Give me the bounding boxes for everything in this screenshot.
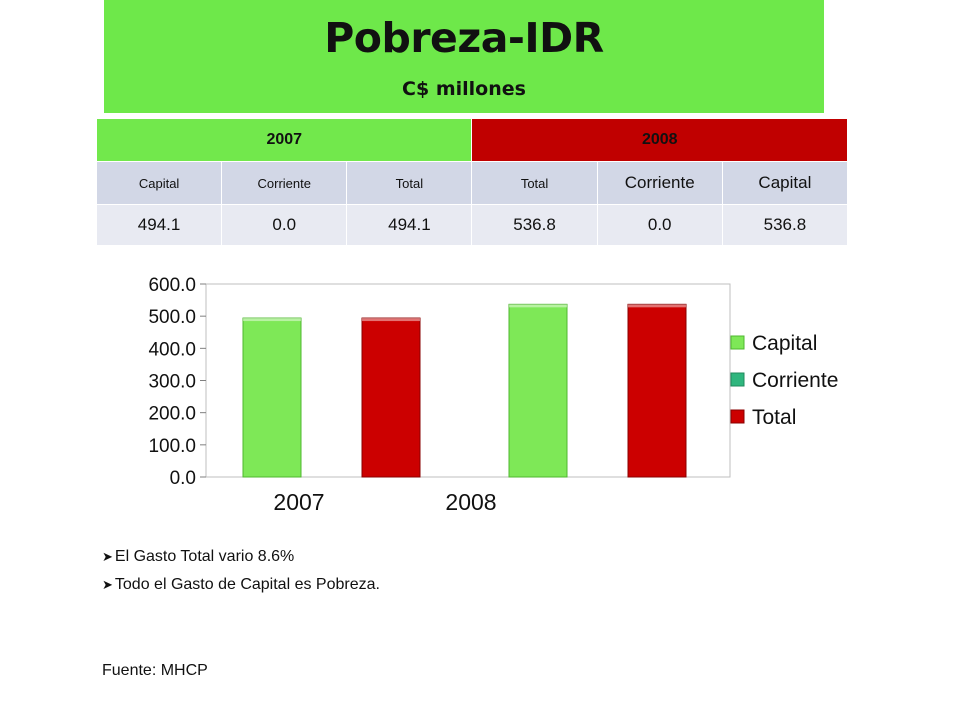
year-header-2007: 2007 (95, 118, 473, 162)
column-header: Total (346, 161, 473, 205)
bar-highlight (243, 318, 301, 322)
y-tick-label: 400.0 (148, 339, 196, 360)
legend-swatch-total (730, 409, 745, 424)
table-cell: 494.1 (346, 204, 473, 246)
y-tick-label: 100.0 (148, 436, 196, 457)
column-header: Corriente (221, 161, 348, 205)
data-table: 2007 2008 Capital Corriente Total Total … (95, 118, 849, 246)
bar-capital (242, 317, 302, 478)
bar-chart: 0.0 100.0 200.0 300.0 400.0 500.0 600.0 2007 200… (148, 275, 838, 515)
arrow-bullet-icon: ➤ (102, 577, 113, 592)
page-subtitle: C$ millones (402, 78, 526, 100)
x-tick-label: 2007 (273, 489, 324, 515)
year-header-2008: 2008 (471, 118, 848, 162)
y-tick-label: 500.0 (148, 307, 196, 328)
note-item: ➤ El Gasto Total vario 8.6% (102, 546, 380, 574)
bar-highlight (362, 318, 420, 322)
legend-swatch-corriente (730, 372, 745, 387)
column-header: Total (471, 161, 598, 205)
source-note: Fuente: MHCP (102, 662, 208, 679)
bar-highlight (509, 304, 567, 308)
table-cell: 536.8 (721, 204, 849, 246)
bar-capital (508, 303, 568, 478)
y-tick-label: 600.0 (148, 275, 196, 296)
bar-total (627, 303, 687, 478)
table-cell: 494.1 (95, 204, 223, 246)
legend-label: Capital (752, 332, 817, 355)
y-tick-label: 0.0 (170, 468, 196, 489)
arrow-bullet-icon: ➤ (102, 549, 113, 564)
y-tick-label: 200.0 (148, 404, 196, 425)
table-cell: 0.0 (221, 204, 348, 246)
column-header: Capital (95, 161, 223, 205)
note-text: Todo el Gasto de Capital es Pobreza. (114, 576, 380, 593)
table-value-row: 494.1 0.0 494.1 536.8 0.0 536.8 (95, 204, 849, 246)
note-item: ➤ Todo el Gasto de Capital es Pobreza. (102, 574, 380, 602)
bar-total (361, 317, 421, 478)
legend-label: Corriente (752, 369, 838, 392)
column-header: Capital (721, 161, 849, 205)
table-year-row: 2007 2008 (95, 118, 848, 162)
bar-highlight (628, 304, 686, 308)
table-cell: 536.8 (471, 204, 598, 246)
y-tick-label: 300.0 (148, 372, 196, 393)
title-banner: Pobreza-IDR C$ millones (104, 0, 824, 113)
column-header: Corriente (596, 161, 723, 205)
table-header-row: Capital Corriente Total Total Corriente … (95, 161, 849, 205)
legend-label: Total (752, 406, 796, 429)
table-cell: 0.0 (596, 204, 723, 246)
x-tick-label: 2008 (445, 489, 496, 515)
legend-swatch-capital (730, 335, 745, 350)
notes-list: ➤ El Gasto Total vario 8.6% ➤ Todo el Gast… (102, 546, 380, 602)
page-title: Pobreza-IDR (324, 14, 604, 62)
note-text: El Gasto Total vario 8.6% (114, 548, 295, 565)
